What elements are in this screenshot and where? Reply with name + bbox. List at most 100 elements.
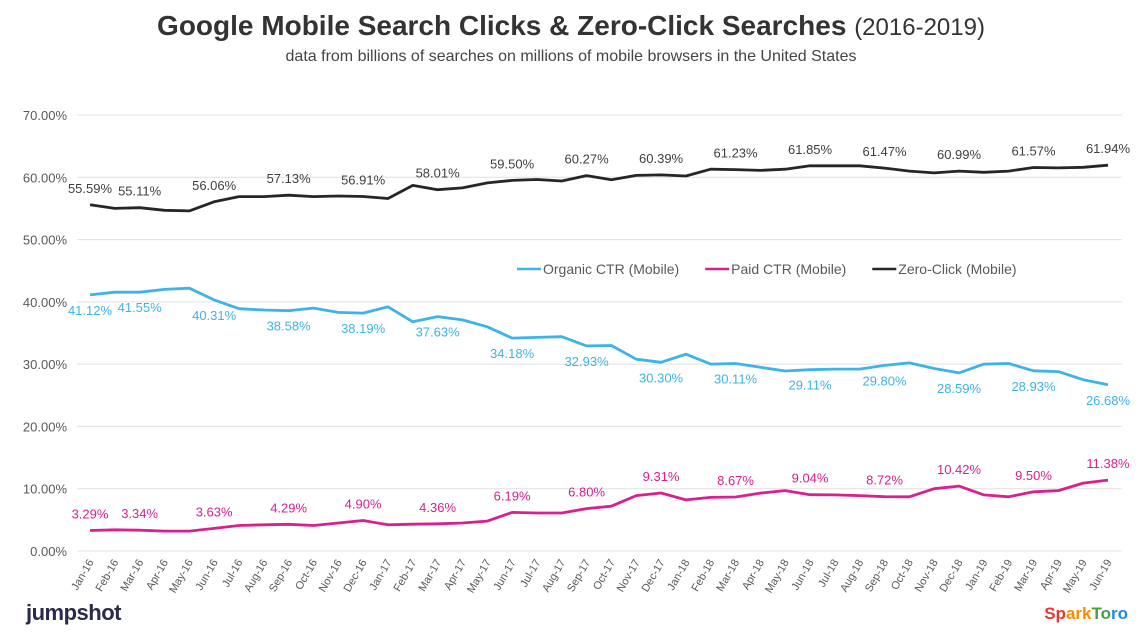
x-tick-label: Jan-17 xyxy=(367,558,394,593)
data-label: 6.19% xyxy=(494,488,531,503)
data-label: 61.23% xyxy=(714,146,759,161)
x-tick-label: May-16 xyxy=(167,558,196,596)
data-label: 37.63% xyxy=(416,325,461,340)
y-tick-label: 40.00% xyxy=(23,295,68,310)
data-label: 30.11% xyxy=(714,371,758,386)
data-label: 56.91% xyxy=(341,173,386,188)
series-line-paid xyxy=(89,478,1109,533)
data-label: 26.68% xyxy=(1086,393,1131,408)
data-label: 34.18% xyxy=(490,346,535,361)
x-tick-label: Jan-19 xyxy=(963,558,990,593)
data-label: 9.31% xyxy=(643,469,680,484)
x-tick-label: Mar-16 xyxy=(118,558,146,594)
data-label: 60.99% xyxy=(937,147,982,162)
x-tick-label: Jun-16 xyxy=(194,558,221,593)
x-tick-label: Jul-17 xyxy=(518,558,543,590)
data-label: 9.04% xyxy=(792,471,829,486)
data-label: 4.29% xyxy=(270,500,307,515)
legend-entry: Zero-Click (Mobile) xyxy=(898,261,1016,277)
x-tick-label: Sep-18 xyxy=(863,558,891,595)
series-line-organic xyxy=(89,286,1109,387)
data-label: 61.94% xyxy=(1086,141,1131,156)
series-line-zero-click xyxy=(89,163,1109,213)
x-tick-label: Feb-16 xyxy=(94,558,122,594)
logo-part: Sp xyxy=(1044,604,1066,623)
data-label: 30.30% xyxy=(639,370,684,385)
data-label: 61.57% xyxy=(1011,144,1056,159)
y-tick-label: 10.00% xyxy=(23,482,68,497)
data-label: 60.27% xyxy=(565,152,610,167)
data-label: 3.34% xyxy=(121,506,158,521)
x-tick-label: May-19 xyxy=(1061,558,1090,596)
x-tick-label: Mar-19 xyxy=(1012,558,1040,594)
data-label: 55.59% xyxy=(68,181,113,196)
data-label: 38.19% xyxy=(341,321,386,336)
x-tick-label: Jan-16 xyxy=(69,558,96,593)
logo-part: ro xyxy=(1111,604,1128,623)
x-tick-label: Mar-18 xyxy=(714,558,742,594)
y-tick-label: 30.00% xyxy=(23,357,68,372)
x-tick-label: Apr-16 xyxy=(144,558,171,593)
data-label: 28.93% xyxy=(1011,379,1056,394)
data-label: 60.39% xyxy=(639,151,684,166)
x-tick-label: Mar-17 xyxy=(416,558,444,594)
logo-part: To xyxy=(1091,604,1111,623)
x-tick-label: Apr-18 xyxy=(740,558,767,593)
x-tick-label: Oct-18 xyxy=(889,558,916,593)
x-tick-label: Dec-16 xyxy=(342,558,370,595)
logo-part: ark xyxy=(1065,604,1092,623)
data-label: 28.59% xyxy=(937,381,982,396)
y-tick-label: 20.00% xyxy=(23,419,68,434)
data-label: 4.90% xyxy=(345,496,382,511)
data-label: 8.67% xyxy=(717,473,754,488)
data-label: 61.47% xyxy=(862,144,907,159)
sparktoro-logo: SparkToro xyxy=(1044,604,1128,624)
x-tick-label: Apr-17 xyxy=(442,558,469,593)
x-tick-label: Jul-18 xyxy=(816,558,841,590)
x-tick-label: Jun-18 xyxy=(789,558,816,593)
x-tick-label: Sep-16 xyxy=(267,558,295,595)
data-label: 56.06% xyxy=(192,178,237,193)
data-label: 59.50% xyxy=(490,156,535,171)
x-tick-label: Dec-18 xyxy=(937,558,965,595)
data-label: 10.42% xyxy=(937,462,982,477)
x-tick-label: Apr-19 xyxy=(1038,558,1065,593)
data-label: 40.31% xyxy=(192,308,237,323)
legend-entry: Paid CTR (Mobile) xyxy=(731,261,846,277)
data-label: 4.36% xyxy=(419,500,456,515)
x-tick-label: Dec-17 xyxy=(640,558,668,595)
x-tick-label: Jun-17 xyxy=(491,558,518,593)
x-tick-label: Feb-17 xyxy=(392,558,420,594)
data-label: 57.13% xyxy=(267,171,312,186)
x-tick-label: Oct-17 xyxy=(591,558,618,593)
data-label: 41.55% xyxy=(118,300,163,315)
y-tick-label: 0.00% xyxy=(30,544,67,559)
chart-subtitle: data from billions of searches on millio… xyxy=(285,48,857,65)
x-tick-label: Jul-16 xyxy=(220,558,245,590)
data-label: 11.38% xyxy=(1086,456,1130,471)
jumpshot-logo: jumpshot xyxy=(26,600,122,625)
data-label: 9.50% xyxy=(1015,468,1052,483)
x-tick-label: Oct-16 xyxy=(293,558,320,593)
data-label: 55.11% xyxy=(118,184,162,199)
x-tick-label: May-18 xyxy=(763,558,792,596)
x-tick-label: Sep-17 xyxy=(565,558,593,595)
legend-entry: Organic CTR (Mobile) xyxy=(543,261,679,277)
data-label: 61.85% xyxy=(788,142,833,157)
data-label: 38.58% xyxy=(267,319,312,334)
y-tick-label: 70.00% xyxy=(23,108,68,123)
data-label: 29.11% xyxy=(788,378,832,393)
data-label: 6.80% xyxy=(568,485,605,500)
chart-title: Google Mobile Search Clicks & Zero-Click… xyxy=(0,10,1142,42)
chart-title-text: Google Mobile Search Clicks & Zero-Click… xyxy=(157,10,847,41)
x-tick-label: Jan-18 xyxy=(665,558,692,593)
x-tick-label: Feb-18 xyxy=(690,558,718,594)
x-tick-label: May-17 xyxy=(465,558,494,596)
data-label: 58.01% xyxy=(416,166,461,181)
data-label: 32.93% xyxy=(565,354,610,369)
data-label: 41.12% xyxy=(68,303,113,318)
data-label: 3.63% xyxy=(196,504,233,519)
data-label: 29.80% xyxy=(862,373,907,388)
y-tick-label: 60.00% xyxy=(23,170,68,185)
x-tick-label: Jun-19 xyxy=(1087,558,1114,593)
